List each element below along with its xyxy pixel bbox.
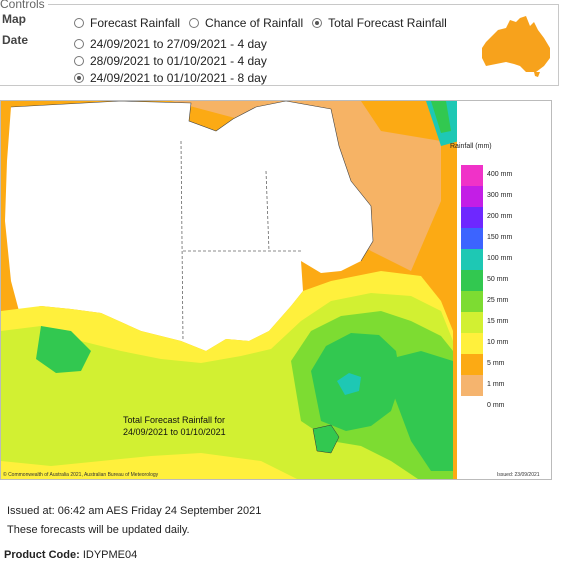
legend-label: 200 mm: [487, 213, 513, 220]
australia-map-icon[interactable]: [478, 12, 554, 78]
date-option-3[interactable]: 24/09/2021 to 01/10/2021 - 8 day: [74, 71, 267, 85]
legend-swatch: [461, 186, 483, 207]
product-code-label: Product Code:: [4, 549, 80, 561]
legend-label: 0 mm: [487, 402, 505, 409]
legend-label: 100 mm: [487, 255, 513, 262]
map-issued-date: Issued: 23/09/2021: [497, 472, 540, 478]
legend-label: 10 mm: [487, 339, 509, 346]
radio-forecast-rainfall[interactable]: [74, 18, 84, 28]
legend-label: 400 mm: [487, 171, 513, 178]
radio-chance-of-rainfall[interactable]: [189, 18, 200, 28]
legend-swatch: [461, 249, 483, 270]
legend-label: 25 mm: [487, 297, 509, 304]
legend-swatch: [461, 165, 483, 186]
radio-date-1[interactable]: [74, 39, 84, 49]
map-caption: Total Forecast Rainfall for 24/09/2021 t…: [123, 414, 226, 438]
date-option-label: 28/09/2021 to 01/10/2021 - 4 day: [90, 54, 267, 68]
legend-label: 300 mm: [487, 192, 513, 199]
legend-swatch: [461, 396, 483, 417]
radio-total-forecast-rainfall[interactable]: [312, 18, 323, 28]
legend-swatch: [461, 354, 483, 375]
date-option-label: 24/09/2021 to 01/10/2021 - 8 day: [90, 71, 267, 85]
legend-swatch: [461, 207, 483, 228]
legend-label: 5 mm: [487, 360, 505, 367]
legend-swatch: [461, 312, 483, 333]
product-code: Product Code: IDYPME04: [4, 549, 137, 561]
product-code-value: IDYPME04: [82, 549, 138, 561]
controls-panel: Controls: [0, 0, 559, 86]
legend-swatch: [461, 228, 483, 249]
map-option-label: Total Forecast Rainfall: [328, 16, 447, 30]
controls-legend: Controls: [0, 0, 48, 11]
legend-label: 150 mm: [487, 234, 513, 241]
rainfall-legend: Rainfall (mm) 400 mm 300 mm 200 mm 150 mm 10…: [450, 139, 547, 419]
radio-date-3[interactable]: [74, 73, 84, 83]
date-option-label: 24/09/2021 to 27/09/2021 - 4 day: [90, 37, 267, 51]
map-caption-line2: 24/09/2021 to 01/10/2021: [123, 427, 226, 437]
date-row-label: Date: [2, 33, 29, 47]
map-caption-line1: Total Forecast Rainfall for: [123, 415, 226, 425]
legend-label: 1 mm: [487, 381, 505, 388]
map-copyright: © Commonwealth of Australia 2021, Austra…: [3, 472, 159, 478]
update-note: These forecasts will be updated daily.: [7, 524, 190, 536]
map-option-forecast-rainfall[interactable]: Forecast Rainfall: [74, 16, 180, 30]
map-option-total-forecast-rainfall[interactable]: Total Forecast Rainfall: [312, 16, 447, 30]
legend-swatch: [461, 291, 483, 312]
map-row-label: Map: [2, 12, 26, 26]
map-option-label: Forecast Rainfall: [90, 16, 181, 30]
legend-label: 50 mm: [487, 276, 509, 283]
date-option-2[interactable]: 28/09/2021 to 01/10/2021 - 4 day: [74, 54, 267, 68]
map-option-chance-of-rainfall[interactable]: Chance of Rainfall: [189, 16, 303, 30]
date-option-1[interactable]: 24/09/2021 to 27/09/2021 - 4 day: [74, 37, 267, 51]
issued-text: Issued at: 06:42 am AES Friday 24 Septem…: [7, 505, 262, 517]
rainfall-map: Rainfall (mm) 400 mm 300 mm 200 mm 150 mm 10…: [0, 100, 552, 480]
legend-label: 15 mm: [487, 318, 509, 325]
rainfall-map-image: [1, 101, 551, 479]
legend-swatch: [461, 270, 483, 291]
map-option-label: Chance of Rainfall: [205, 16, 304, 30]
legend-swatch: [461, 333, 483, 354]
legend-title: Rainfall (mm): [450, 143, 492, 150]
radio-date-2[interactable]: [74, 56, 84, 66]
map-type-options: Forecast Rainfall Chance of Rainfall Tot…: [74, 16, 456, 30]
legend-swatch: [461, 375, 483, 396]
